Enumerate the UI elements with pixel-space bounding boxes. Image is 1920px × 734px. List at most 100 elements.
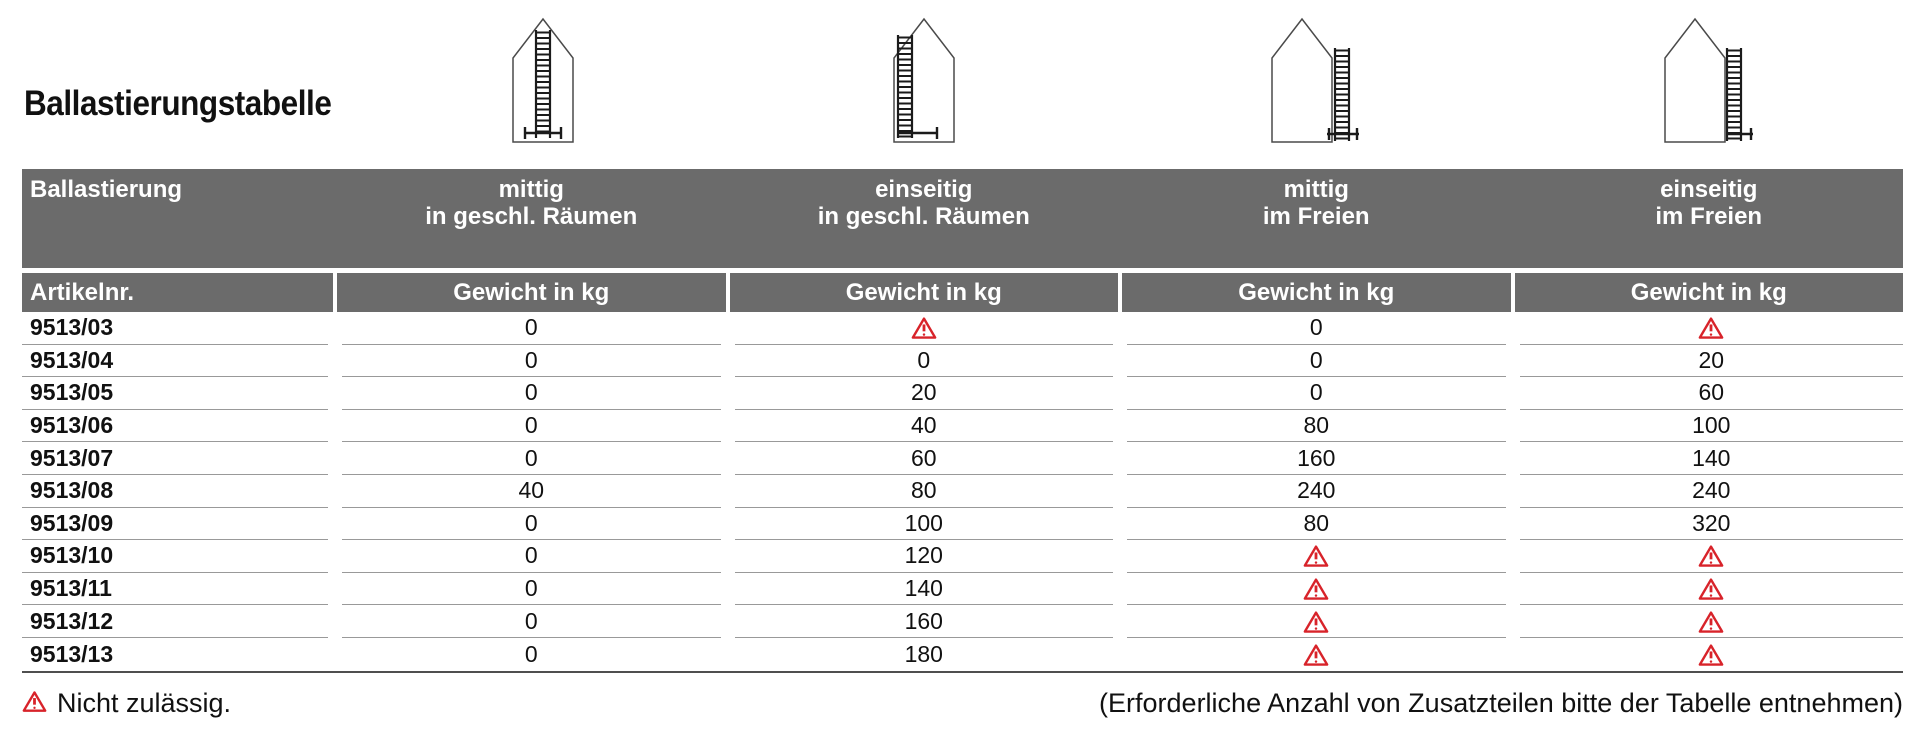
warning-icon: [1698, 544, 1724, 567]
warning-icon: [1303, 577, 1329, 600]
weight-cell: [1519, 312, 1903, 345]
weight-cell: 240: [1127, 475, 1506, 508]
weight-cell: 20: [734, 377, 1113, 410]
article-cell: 9513/08: [22, 475, 328, 508]
warning-icon: [1303, 643, 1329, 666]
weight-cell: 140: [734, 573, 1113, 606]
weight-cell: [1127, 605, 1506, 638]
table-row: 9513/04 0 0 0 20: [22, 345, 1903, 378]
weight-cell: 0: [342, 605, 721, 638]
article-cell: 9513/04: [22, 345, 328, 378]
warning-icon: [1698, 610, 1724, 633]
weight-cell: 0: [1127, 312, 1506, 345]
warning-icon: [22, 688, 47, 719]
header-ballastierung: Ballastierung: [30, 176, 183, 203]
weight-cell: 0: [1127, 377, 1506, 410]
table-row: 9513/11 0 140: [22, 573, 1903, 606]
header-artikelnr: Artikelnr.: [22, 273, 333, 312]
table-row: 9513/10 0 120: [22, 540, 1903, 573]
table-row: 9513/09 0 100 80 320: [22, 508, 1903, 541]
legend-not-permitted: Nicht zulässig.: [22, 688, 231, 719]
header-mittig-freien: mittig im Freien: [1262, 176, 1370, 230]
table-body: 9513/03 0 0 9513/04 0 0 0 20 9513/05 0 20 0 60 9513/0…: [22, 312, 1903, 673]
weight-cell: 20: [1519, 345, 1903, 378]
weight-cell: 40: [342, 475, 721, 508]
weight-cell: 100: [734, 508, 1113, 541]
table-row: 9513/05 0 20 0 60: [22, 377, 1903, 410]
weight-cell: [1519, 573, 1903, 606]
weight-cell: [1519, 540, 1903, 573]
table-header-row-2: Artikelnr. Gewicht in kg Gewicht in kg G…: [22, 273, 1903, 312]
page-title: Ballastierungstabelle: [24, 84, 332, 123]
weight-cell: [1127, 540, 1506, 573]
weight-cell: 80: [1127, 410, 1506, 443]
warning-icon: [1303, 544, 1329, 567]
weight-cell: 0: [734, 345, 1113, 378]
weight-cell: 80: [734, 475, 1113, 508]
weight-cell: 240: [1519, 475, 1903, 508]
house-ladder-centered-indoor-icon: [493, 14, 593, 146]
weight-cell: 40: [734, 410, 1113, 443]
table-row: 9513/13 0 180: [22, 638, 1903, 671]
footer-note: (Erforderliche Anzahl von Zusatzteilen b…: [1099, 688, 1903, 718]
article-cell: 9513/13: [30, 640, 114, 667]
article-cell: 9513/05: [22, 377, 328, 410]
table-row: 9513/07 0 60 160 140: [22, 442, 1903, 475]
header-gewicht-1: Gewicht in kg: [337, 273, 726, 312]
weight-cell: 0: [342, 377, 721, 410]
weight-cell: [1127, 573, 1506, 606]
weight-cell: 80: [1127, 508, 1506, 541]
warning-icon: [1698, 643, 1724, 666]
weight-cell: 0: [342, 573, 721, 606]
article-cell: 9513/11: [22, 573, 328, 606]
legend-text: Nicht zulässig.: [57, 688, 232, 718]
header-einseitig-geschl-raeume: einseitig in geschl. Räumen: [817, 176, 1030, 230]
table-row: 9513/03 0 0: [22, 312, 1903, 345]
article-cell: 9513/06: [22, 410, 328, 443]
header-einseitig-freien: einseitig im Freien: [1655, 176, 1763, 230]
table-row: 9513/08 40 80 240 240: [22, 475, 1903, 508]
warning-icon: [1303, 610, 1329, 633]
header-gewicht-4: Gewicht in kg: [1514, 273, 1903, 312]
weight-cell: [734, 312, 1113, 345]
weight-cell: 0: [342, 508, 721, 541]
weight-cell: 180: [904, 640, 943, 667]
header-mittig-geschl-raeume: mittig in geschl. Räumen: [425, 176, 638, 230]
weight-cell: 140: [1519, 442, 1903, 475]
house-ladder-one-sided-outdoor-icon: [1657, 14, 1757, 146]
weight-cell: 320: [1519, 508, 1903, 541]
weight-cell: [1127, 638, 1506, 671]
article-cell: 9513/07: [22, 442, 328, 475]
weight-cell: 160: [734, 605, 1113, 638]
table-row: 9513/06 0 40 80 100: [22, 410, 1903, 443]
weight-cell: 160: [1127, 442, 1506, 475]
warning-icon: [1698, 316, 1724, 339]
article-cell: 9513/12: [22, 605, 328, 638]
weight-cell: 0: [342, 312, 721, 345]
footer: Nicht zulässig. (Erforderliche Anzahl vo…: [22, 688, 1903, 719]
weight-cell: 60: [734, 442, 1113, 475]
weight-cell: 60: [1519, 377, 1903, 410]
house-ladder-one-sided-indoor-icon: [874, 14, 974, 146]
article-cell: 9513/03: [22, 312, 328, 345]
weight-cell: 120: [734, 540, 1113, 573]
article-cell: 9513/10: [22, 540, 328, 573]
table-row: 9513/12 0 160: [22, 605, 1903, 638]
weight-cell: 0: [342, 442, 721, 475]
header-gewicht-2: Gewicht in kg: [729, 273, 1118, 312]
header-gewicht-3: Gewicht in kg: [1122, 273, 1511, 312]
house-ladder-centered-outdoor-icon: [1264, 14, 1364, 146]
warning-icon: [911, 316, 937, 339]
weight-cell: 0: [1127, 345, 1506, 378]
ballast-table: Ballastierung mittig in geschl. Räumen e…: [22, 169, 1903, 673]
weight-cell: 0: [342, 410, 721, 443]
weight-cell: 100: [1519, 410, 1903, 443]
weight-cell: [1520, 638, 1904, 671]
weight-cell: [1519, 605, 1903, 638]
warning-icon: [22, 690, 47, 712]
table-header-row-1: Ballastierung mittig in geschl. Räumen e…: [22, 169, 1903, 268]
weight-cell: 0: [342, 345, 721, 378]
weight-cell: 0: [342, 540, 721, 573]
article-cell: 9513/09: [22, 508, 328, 541]
